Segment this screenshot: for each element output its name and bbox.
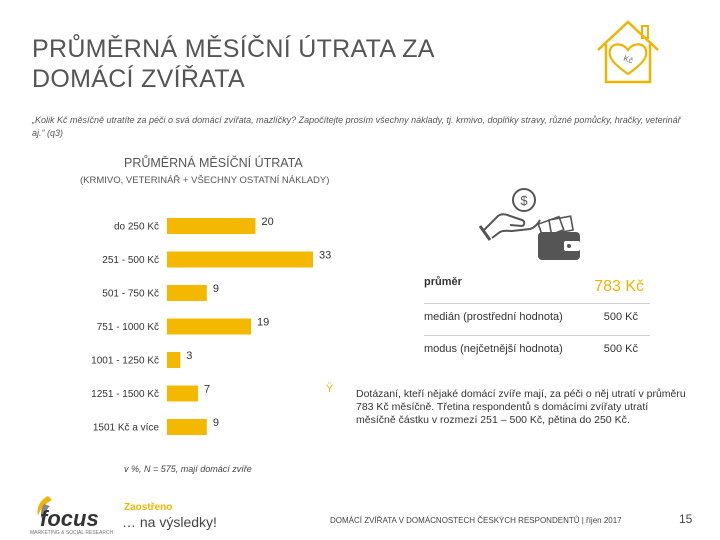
- category-label: 1001 - 1250 Kč: [91, 356, 159, 367]
- category-label: 1501 Kč a více: [93, 423, 160, 434]
- stat-label: průměr: [424, 276, 462, 288]
- category-label: 1251 - 1500 Kč: [91, 389, 159, 400]
- chart-title: PRŮMĚRNÁ MĚSÍČNÍ ÚTRATA: [124, 156, 303, 170]
- slogan: … na výsledky!: [122, 514, 217, 530]
- stat-row-average: průměr 783 Kč: [424, 272, 650, 304]
- page-number: 15: [679, 512, 693, 526]
- page-title-line-1: PRŮMĚRNÁ MĚSÍČNÍ ÚTRATA ZA: [32, 35, 435, 63]
- value-label: 9: [213, 417, 219, 429]
- page-title: PRŮMĚRNÁ MĚSÍČNÍ ÚTRATA ZA DOMÁCÍ ZVÍŘAT…: [32, 34, 435, 94]
- slogan-top: Zaostřeno: [124, 502, 173, 513]
- value-label: 3: [186, 350, 192, 362]
- logo-text: focus: [40, 506, 99, 531]
- chart-subtitle: (KRMIVO, VETERINÁŘ + VŠECHNY OSTATNÍ NÁK…: [80, 175, 330, 186]
- logo-tagline: MARKETING & SOCIAL RESEARCH: [30, 530, 114, 536]
- bar: [167, 419, 207, 435]
- value-label: 33: [319, 250, 331, 262]
- stat-value: 500 Kč: [603, 343, 638, 355]
- summary-statistics: průměr 783 Kč medián (prostřední hodnota…: [424, 272, 650, 367]
- value-label: 20: [261, 216, 273, 228]
- stat-label: medián (prostřední hodnota): [424, 311, 563, 323]
- focus-logo: focus: [37, 496, 99, 531]
- category-label: do 250 Kč: [114, 222, 159, 233]
- value-label: 19: [257, 317, 269, 329]
- svg-text:$: $: [520, 193, 528, 208]
- house-currency-label: Kč: [622, 54, 634, 66]
- stat-row-median: medián (prostřední hodnota) 500 Kč: [424, 304, 650, 336]
- insight-text: Dotázaní, kteří nějaké domácí zvíře mají…: [356, 388, 686, 426]
- category-label: 501 - 750 Kč: [102, 289, 159, 300]
- bar: [167, 218, 256, 234]
- category-label: 251 - 500 Kč: [102, 255, 159, 266]
- bullet-mark: Ÿ: [326, 383, 334, 395]
- value-label: 9: [213, 283, 219, 295]
- bar: [167, 352, 181, 368]
- value-label: 7: [204, 384, 210, 396]
- bar: [167, 251, 313, 268]
- stat-label: modus (nejčetnější hodnota): [424, 343, 563, 355]
- category-label: 751 - 1000 Kč: [97, 322, 159, 333]
- bar: [167, 285, 207, 301]
- sample-footnote: v %, N = 575, mají domácí zvíře: [124, 464, 252, 474]
- house-heart-icon: Kč: [597, 20, 659, 84]
- wallet-icon: [537, 215, 580, 260]
- page-title-line-2: DOMÁCÍ ZVÍŘATA: [32, 65, 246, 93]
- footer-text: DOMÁCÍ ZVÍŘATA V DOMÁCNOSTECH ČESKÝCH RE…: [330, 516, 622, 525]
- stat-value: 500 Kč: [603, 311, 638, 323]
- survey-question: „Kolik Kč měsíčně utratíte za péči o svá…: [32, 115, 681, 138]
- bar: [167, 385, 198, 402]
- stat-row-mode: modus (nejčetnější hodnota) 500 Kč: [424, 336, 650, 367]
- stat-value: 783 Kč: [594, 278, 644, 295]
- bar: [167, 318, 252, 335]
